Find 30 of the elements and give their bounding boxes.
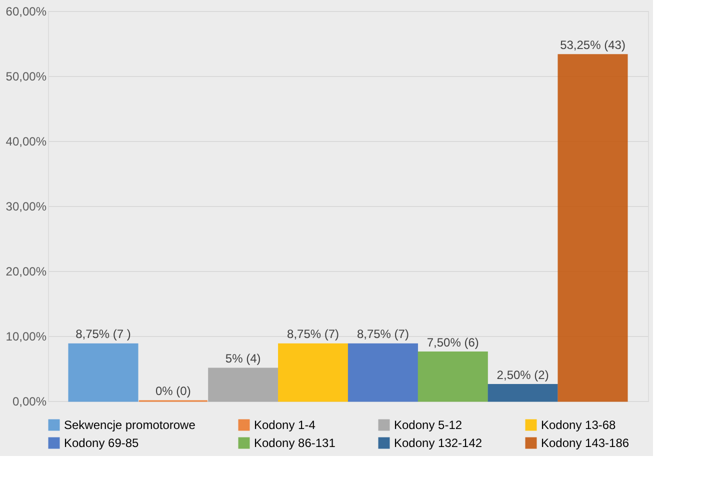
bar [278,343,348,402]
data-label: 8,75% (7) [356,327,409,342]
data-label: 5% (4) [225,352,261,366]
data-label: 7,50% (6) [426,335,479,350]
legend-label: Kodony 86-131 [254,436,336,450]
y-tick-label: 30,00% [6,200,47,214]
legend-label: Kodony 13-68 [541,418,616,432]
y-tick-label: 20,00% [6,264,47,278]
y-tick-label: 0,00% [12,394,47,408]
legend-label: Kodony 1-4 [254,418,316,432]
y-tick-label: 10,00% [6,330,47,344]
bar [558,54,628,402]
y-tick-label: 60,00% [6,4,47,18]
legend-label: Kodony 5-12 [394,418,462,432]
y-tick-label: 40,00% [6,134,47,148]
data-label: 0% (0) [156,384,191,398]
bar [418,352,488,402]
bar [488,384,558,402]
legend-label: Kodony 69-85 [64,436,140,450]
bar [68,343,138,402]
data-label: 2,50% (2) [496,368,549,382]
legend-label: Sekwencje promotorowe [64,418,196,432]
bar [348,343,418,402]
data-label: 8,75% (7 ) [76,327,131,342]
legend-label: Kodony 132-142 [394,436,482,450]
legend-label: Kodony 143-186 [541,436,630,450]
bar [208,368,278,402]
y-tick-label: 50,00% [6,70,47,84]
data-label: 53,25% (43) [560,38,626,52]
data-label: 8,75% (7) [287,327,340,342]
